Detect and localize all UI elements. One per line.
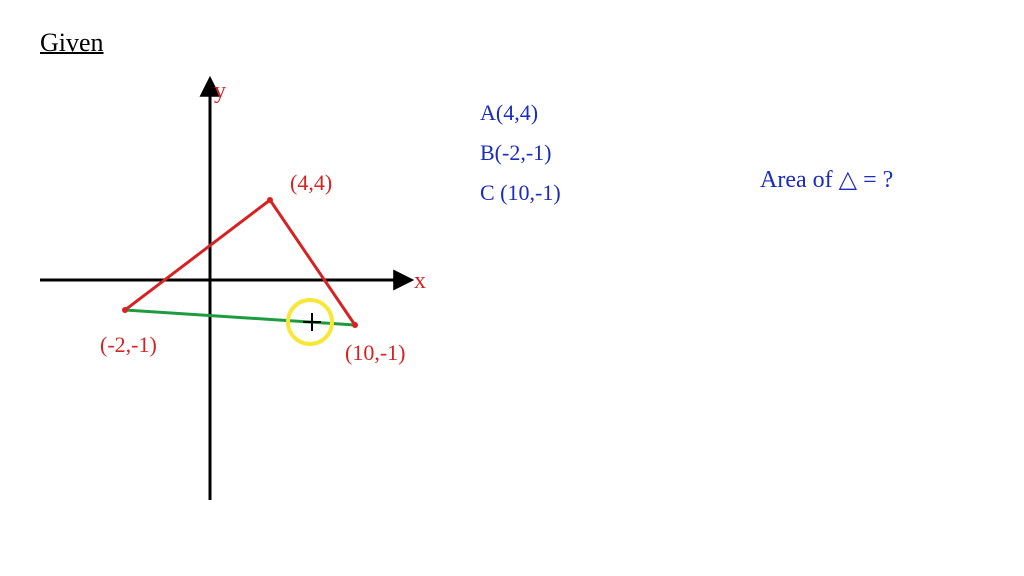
vertex-dot-C [352, 322, 358, 328]
triangle-side-AB [125, 200, 270, 310]
vertex-b: B(-2,-1) [480, 140, 551, 166]
vertex-dot-A [267, 197, 273, 203]
vertex-dot-B [122, 307, 128, 313]
vertex-a: A(4,4) [480, 100, 538, 126]
point-label-c: (10,-1) [345, 340, 405, 366]
drawing-canvas [0, 0, 1024, 576]
point-label-a: (4,4) [290, 170, 332, 196]
title-given: Given [40, 28, 104, 58]
vertex-c: C (10,-1) [480, 180, 561, 206]
axis-label-y: y [214, 78, 226, 105]
question-text: Area of △ = ? [760, 165, 893, 194]
point-label-b: (-2,-1) [100, 332, 157, 358]
triangle-side-AC [270, 200, 355, 325]
axis-label-x: x [414, 268, 426, 295]
